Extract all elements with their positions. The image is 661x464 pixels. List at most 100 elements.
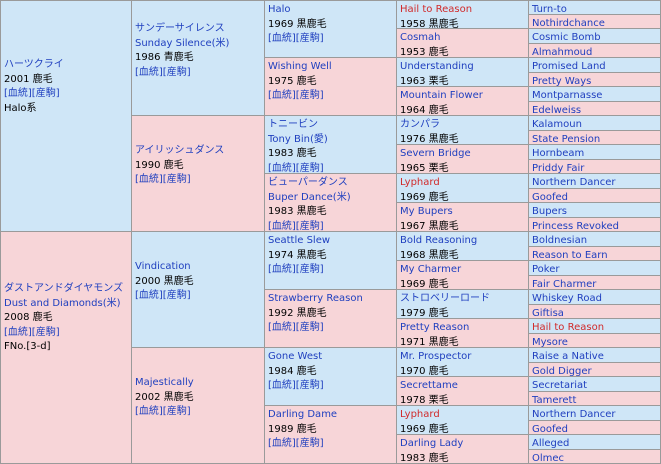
horse-name-link[interactable]: Severn Bridge (400, 148, 471, 159)
horse-name-link[interactable]: Lyphard (400, 409, 440, 420)
horse-name-link[interactable]: Edelweiss (532, 105, 582, 116)
horse-name-link[interactable]: Darling Lady (400, 438, 464, 449)
pedigree-progeny-links[interactable]: [血統][産駒] (268, 220, 324, 232)
horse-name-link[interactable]: Turn-to (532, 4, 567, 15)
horse-name-link[interactable]: Gone West (268, 351, 323, 362)
horse-name-link[interactable]: ストロベリーロード (400, 293, 490, 304)
pedigree-progeny-links[interactable]: [血統][産駒] (268, 33, 324, 44)
horse-name-link[interactable]: Montparnasse (532, 90, 603, 101)
horse-name-link[interactable]: トニービン (268, 119, 318, 130)
horse-name-english-link[interactable]: Tony Bin(愛) (268, 133, 328, 145)
horse-name-link[interactable]: Seattle Slew (268, 235, 331, 246)
horse-name-link[interactable]: Bold Reasoning (400, 235, 478, 246)
horse-name-link[interactable]: Reason to Earn (532, 250, 608, 261)
birth-year-color: 1983 鹿毛 (268, 148, 317, 159)
horse-name-link[interactable]: Pretty Ways (532, 76, 592, 87)
horse-name-link[interactable]: Pretty Reason (400, 322, 470, 333)
pedigree-progeny-links[interactable]: [血統][産駒] (268, 162, 324, 174)
horse-name-link[interactable]: Fair Charmer (532, 279, 597, 290)
horse-name-link[interactable]: Giftisa (532, 308, 564, 319)
pedigree-cell-gen4: My Charmer 1969 鹿毛 (397, 261, 529, 290)
horse-name-link[interactable]: Poker (532, 264, 560, 275)
birth-year-color: 1967 黒鹿毛 (400, 220, 459, 232)
birth-year-color: 1969 鹿毛 (400, 423, 449, 435)
pedigree-progeny-links[interactable]: [血統][産駒] (268, 438, 324, 449)
pedigree-progeny-links[interactable]: [血統][産駒] (4, 326, 60, 338)
horse-name-link[interactable]: サンデーサイレンス (135, 23, 225, 34)
cell-content: Northern Dancer (532, 408, 660, 420)
horse-name-link[interactable]: Priddy Fair (532, 163, 585, 174)
horse-name-link[interactable]: Alleged (532, 438, 570, 449)
horse-name-link[interactable]: Darling Dame (268, 409, 338, 420)
horse-name-link[interactable]: ビューパーダンス (268, 177, 348, 188)
pedigree-progeny-links[interactable]: [血統][産駒] (135, 66, 191, 78)
horse-name-link[interactable]: Wishing Well (268, 61, 332, 72)
cell-content: Gold Digger (532, 365, 660, 377)
horse-name-link[interactable]: Goofed (532, 192, 569, 203)
horse-name-link[interactable]: カンパラ (400, 119, 440, 130)
horse-name-link[interactable]: ハーツクライ (4, 59, 64, 70)
horse-name-link[interactable]: Nothirdchance (532, 18, 605, 29)
cell-content: Mysore (532, 336, 660, 348)
horse-name-link[interactable]: Cosmic Bomb (532, 32, 601, 43)
pedigree-progeny-links[interactable]: [血統][産駒] (135, 290, 191, 301)
horse-name-english-link[interactable]: Dust and Diamonds(米) (4, 297, 121, 309)
horse-name-link[interactable]: Mysore (532, 337, 568, 348)
horse-name-link[interactable]: Raise a Native (532, 351, 604, 362)
horse-name-link[interactable]: Whiskey Road (532, 293, 602, 304)
birth-year-color: 1978 栗毛 (400, 394, 449, 406)
pedigree-cell-gen3: Gone West 1984 鹿毛 [血統][産駒] (265, 348, 397, 406)
horse-name-link[interactable]: Almahmoud (532, 47, 593, 58)
horse-name-link[interactable]: Secrettame (400, 380, 458, 391)
horse-name-link[interactable]: Goofed (532, 424, 569, 435)
pedigree-progeny-links[interactable]: [血統][産駒] (268, 90, 324, 101)
horse-name-link[interactable]: Hail to Reason (400, 4, 473, 15)
pedigree-cell-gen1: ハーツクライ 2001 鹿毛 [血統][産駒] Halo系 (0, 0, 132, 232)
horse-name-link[interactable]: Olmec (532, 453, 565, 464)
pedigree-cell-gen4: Lyphard 1969 鹿毛 (397, 174, 529, 203)
horse-name-link[interactable]: Kalamoun (532, 119, 582, 130)
horse-name-link[interactable]: Northern Dancer (532, 409, 616, 420)
horse-name-link[interactable]: Halo (268, 4, 291, 15)
horse-name-link[interactable]: Princess Revoked (532, 221, 619, 232)
horse-name-link[interactable]: Strawberry Reason (268, 293, 363, 304)
pedigree-cell-gen5: Reason to Earn (529, 247, 661, 261)
horse-extra-info: Halo系 (4, 102, 37, 114)
pedigree-progeny-links[interactable]: [血統][産駒] (268, 264, 324, 275)
horse-name-link[interactable]: Understanding (400, 61, 474, 72)
pedigree-progeny-links[interactable]: [血統][産駒] (135, 174, 191, 185)
horse-name-link[interactable]: Hornbeam (532, 148, 585, 159)
cell-content: Bold Reasoning 1968 黒鹿毛 (400, 234, 528, 260)
horse-name-link[interactable]: Majestically (135, 377, 194, 388)
horse-name-link[interactable]: State Pension (532, 134, 601, 145)
horse-name-link[interactable]: Lyphard (400, 177, 440, 188)
cell-content: Kalamoun (532, 118, 660, 130)
horse-name-link[interactable]: Secretariat (532, 380, 588, 391)
birth-year-color: 1986 青鹿毛 (135, 52, 194, 63)
horse-name-link[interactable]: Hail to Reason (532, 322, 605, 333)
horse-name-link[interactable]: Promised Land (532, 61, 606, 72)
pedigree-progeny-links[interactable]: [血統][産駒] (268, 380, 324, 391)
horse-name-english-link[interactable]: Sunday Silence(米) (135, 37, 230, 49)
cell-content: Princess Revoked (532, 220, 660, 232)
horse-name-link[interactable]: Mr. Prospector (400, 351, 472, 362)
pedigree-progeny-links[interactable]: [血統][産駒] (135, 406, 191, 417)
horse-name-link[interactable]: Boldnesian (532, 235, 588, 246)
horse-name-link[interactable]: Mountain Flower (400, 90, 483, 101)
horse-name-link[interactable]: Tamerett (532, 395, 577, 406)
horse-name-english-link[interactable]: Buper Dance(米) (268, 191, 351, 203)
horse-name-link[interactable]: My Charmer (400, 264, 462, 275)
horse-name-link[interactable]: Northern Dancer (532, 177, 616, 188)
horse-name-link[interactable]: Cosmah (400, 32, 441, 43)
pedigree-cell-gen5: Gold Digger (529, 363, 661, 377)
horse-name-link[interactable]: Vindication (135, 261, 191, 272)
horse-name-link[interactable]: Gold Digger (532, 366, 592, 377)
horse-name-link[interactable]: My Bupers (400, 206, 453, 217)
pedigree-progeny-links[interactable]: [血統][産駒] (268, 322, 324, 333)
pedigree-progeny-links[interactable]: [血統][産駒] (4, 88, 60, 99)
horse-name-link[interactable]: アイリッシュダンス (135, 145, 225, 156)
birth-year-color: 2008 鹿毛 (4, 312, 53, 323)
horse-name-link[interactable]: Bupers (532, 206, 568, 217)
horse-name-link[interactable]: ダストアンドダイヤモンズ (4, 283, 124, 294)
